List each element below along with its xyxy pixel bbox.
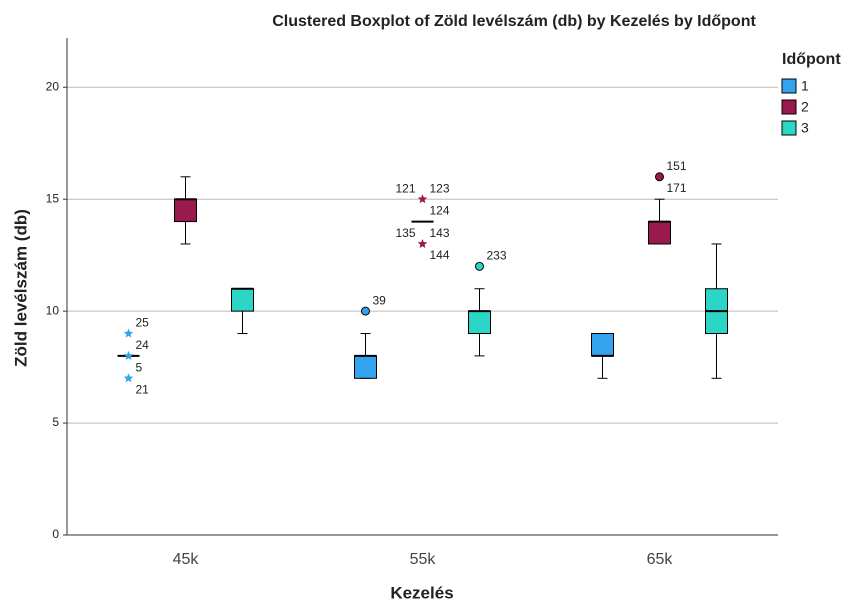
y-tick-label: 20 (46, 79, 60, 93)
box (468, 310, 491, 335)
outlier-label: 135 (395, 226, 415, 240)
y-tick-label: 10 (46, 303, 60, 317)
y-axis-label: Zöld levélszám (db) (11, 209, 30, 367)
legend-label: 3 (801, 120, 809, 136)
outlier-label: 124 (430, 203, 450, 217)
outlier (361, 306, 370, 316)
legend-swatch (781, 120, 797, 136)
y-tick-label: 5 (52, 415, 59, 429)
chart-title: Clustered Boxplot of Zöld levélszám (db)… (272, 13, 756, 30)
outlier-star (417, 194, 428, 204)
box (174, 198, 197, 223)
outlier (655, 172, 664, 182)
x-tick-label: 65k (647, 551, 674, 568)
outlier-label: 121 (395, 181, 415, 195)
legend-swatch (781, 99, 797, 115)
legend-label: 2 (801, 99, 809, 115)
outlier-label: 21 (136, 382, 150, 396)
outlier-label: 171 (667, 181, 687, 195)
box (354, 355, 377, 379)
outlier-star (123, 350, 134, 360)
x-axis-label: Kezelés (390, 583, 453, 602)
outlier-label: 25 (136, 316, 150, 330)
outlier (475, 261, 484, 271)
outlier-star (123, 328, 134, 338)
outlier-label: 5 (136, 360, 143, 374)
outlier-star (123, 373, 134, 383)
outlier-label: 144 (430, 248, 450, 262)
y-tick-label: 0 (52, 527, 59, 541)
legend-title: Időpont (782, 51, 841, 68)
outlier-label: 39 (373, 293, 387, 307)
legend-swatch (781, 78, 797, 94)
outlier-label: 151 (667, 159, 687, 173)
box (591, 333, 614, 357)
outlier-label: 233 (487, 249, 507, 263)
x-tick-label: 55k (410, 551, 437, 568)
y-tick-label: 15 (46, 191, 60, 205)
box (648, 221, 671, 245)
outlier-label: 24 (136, 338, 150, 352)
box (231, 288, 254, 312)
x-tick-label: 45k (173, 551, 200, 568)
legend-label: 1 (801, 78, 809, 94)
outlier-star (417, 239, 428, 248)
outlier-label: 143 (430, 226, 450, 240)
outlier-label: 123 (430, 181, 450, 195)
